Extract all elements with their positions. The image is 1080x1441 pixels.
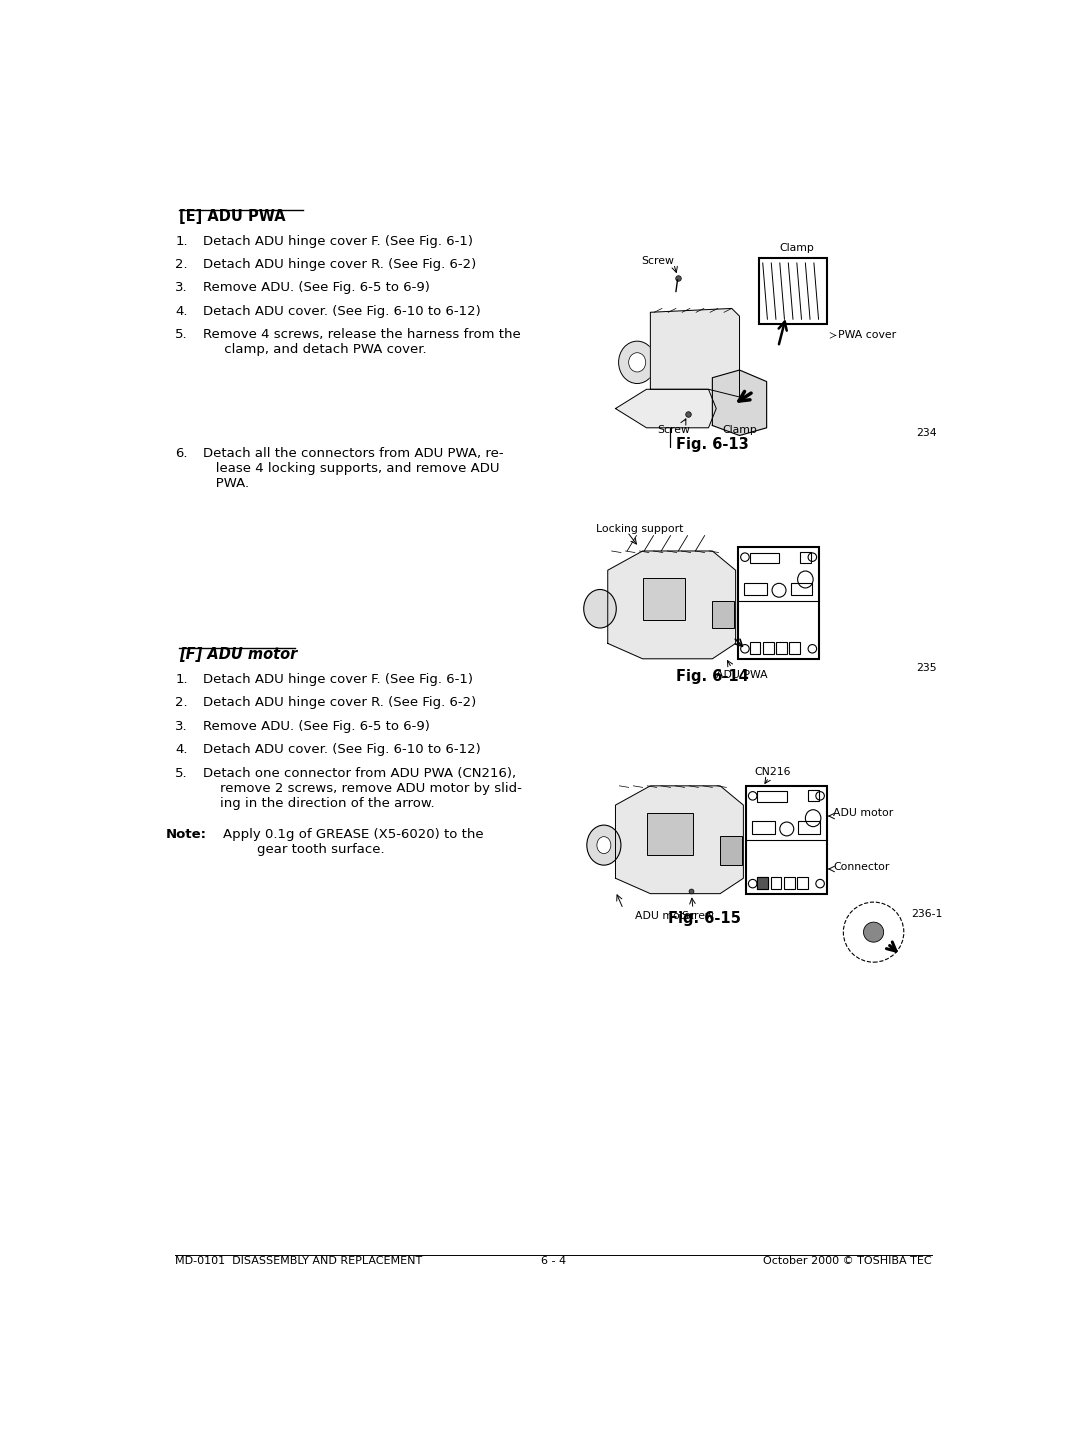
Text: Screw: Screw <box>658 425 690 435</box>
Bar <box>752 821 775 833</box>
Bar <box>757 876 768 889</box>
Text: 1.: 1. <box>175 235 188 248</box>
Bar <box>643 578 685 620</box>
Text: Fig. 6-13: Fig. 6-13 <box>676 437 748 452</box>
Text: Detach one connector from ADU PWA (CN216),
    remove 2 screws, remove ADU motor: Detach one connector from ADU PWA (CN216… <box>203 767 522 810</box>
Bar <box>775 641 786 654</box>
Text: ADU motor: ADU motor <box>635 911 696 921</box>
Bar <box>757 876 768 889</box>
Text: 1.: 1. <box>175 673 188 686</box>
Polygon shape <box>713 370 767 435</box>
Bar <box>757 791 786 803</box>
Text: 6.: 6. <box>175 447 188 460</box>
Text: Screw: Screw <box>642 256 675 267</box>
Bar <box>745 785 827 893</box>
Bar <box>791 582 812 595</box>
Text: Clamp: Clamp <box>723 425 757 435</box>
Text: 235: 235 <box>917 663 937 673</box>
Bar <box>800 552 811 562</box>
Ellipse shape <box>597 837 611 853</box>
Bar <box>720 836 742 865</box>
Text: Remove ADU. (See Fig. 6-5 to 6-9): Remove ADU. (See Fig. 6-5 to 6-9) <box>203 719 430 732</box>
Bar <box>750 641 760 654</box>
Text: Detach ADU hinge cover R. (See Fig. 6-2): Detach ADU hinge cover R. (See Fig. 6-2) <box>203 258 476 271</box>
Text: 5.: 5. <box>175 767 188 780</box>
Text: PWA cover: PWA cover <box>838 330 896 340</box>
Bar <box>750 552 779 563</box>
Text: 236-1: 236-1 <box>912 909 943 919</box>
Text: ADU PWA: ADU PWA <box>716 670 768 680</box>
Text: 4.: 4. <box>175 744 188 757</box>
Text: 5.: 5. <box>175 329 188 342</box>
Bar <box>770 876 781 889</box>
Text: Detach all the connectors from ADU PWA, re-
   lease 4 locking supports, and rem: Detach all the connectors from ADU PWA, … <box>203 447 504 490</box>
Polygon shape <box>616 389 716 428</box>
Ellipse shape <box>864 922 883 942</box>
Text: October 2000 © TOSHIBA TEC: October 2000 © TOSHIBA TEC <box>764 1255 932 1265</box>
Ellipse shape <box>583 589 617 628</box>
Text: 2.: 2. <box>175 696 188 709</box>
Bar <box>789 641 800 654</box>
Text: [F] ADU motor: [F] ADU motor <box>179 647 298 663</box>
Text: Clamp: Clamp <box>780 244 814 254</box>
Text: Detach ADU cover. (See Fig. 6-10 to 6-12): Detach ADU cover. (See Fig. 6-10 to 6-12… <box>203 744 481 757</box>
Text: Detach ADU hinge cover R. (See Fig. 6-2): Detach ADU hinge cover R. (See Fig. 6-2) <box>203 696 476 709</box>
Text: 234: 234 <box>917 428 937 438</box>
Text: Fig. 6-15: Fig. 6-15 <box>669 911 741 925</box>
Text: Remove ADU. (See Fig. 6-5 to 6-9): Remove ADU. (See Fig. 6-5 to 6-9) <box>203 281 430 294</box>
Ellipse shape <box>586 826 621 865</box>
Text: [E] ADU PWA: [E] ADU PWA <box>179 209 286 225</box>
Ellipse shape <box>843 902 904 963</box>
Polygon shape <box>616 785 743 893</box>
Bar <box>738 548 820 659</box>
Text: Detach ADU hinge cover F. (See Fig. 6-1): Detach ADU hinge cover F. (See Fig. 6-1) <box>203 235 473 248</box>
Bar <box>784 876 795 889</box>
Text: MD-0101  DISASSEMBLY AND REPLACEMENT: MD-0101 DISASSEMBLY AND REPLACEMENT <box>175 1255 422 1265</box>
Text: 6 - 4: 6 - 4 <box>541 1255 566 1265</box>
Text: Apply 0.1g of GREASE (X5-6020) to the
        gear tooth surface.: Apply 0.1g of GREASE (X5-6020) to the ge… <box>222 827 483 856</box>
Text: 4.: 4. <box>175 305 188 318</box>
Ellipse shape <box>629 353 646 372</box>
Text: CN216: CN216 <box>755 767 791 777</box>
Text: ADU motor: ADU motor <box>834 808 893 818</box>
Bar <box>797 876 808 889</box>
Ellipse shape <box>619 342 656 383</box>
Bar <box>744 582 768 595</box>
Text: Screw: Screw <box>681 911 714 921</box>
Text: 3.: 3. <box>175 719 188 732</box>
Bar <box>647 813 693 855</box>
Text: Detach ADU cover. (See Fig. 6-10 to 6-12): Detach ADU cover. (See Fig. 6-10 to 6-12… <box>203 305 481 318</box>
Text: Remove 4 screws, release the harness from the
     clamp, and detach PWA cover.: Remove 4 screws, release the harness fro… <box>203 329 521 356</box>
Text: Fig. 6-14: Fig. 6-14 <box>676 669 748 684</box>
Text: 2.: 2. <box>175 258 188 271</box>
Text: 3.: 3. <box>175 281 188 294</box>
Bar <box>759 258 827 324</box>
Polygon shape <box>650 308 740 396</box>
Text: Locking support: Locking support <box>596 525 684 535</box>
Text: Detach ADU hinge cover F. (See Fig. 6-1): Detach ADU hinge cover F. (See Fig. 6-1) <box>203 673 473 686</box>
Polygon shape <box>608 550 735 659</box>
Bar <box>713 601 734 628</box>
Bar <box>808 791 819 801</box>
Bar <box>798 821 820 833</box>
Text: Note:: Note: <box>166 827 207 840</box>
Text: Connector: Connector <box>834 862 890 872</box>
Bar <box>762 641 773 654</box>
